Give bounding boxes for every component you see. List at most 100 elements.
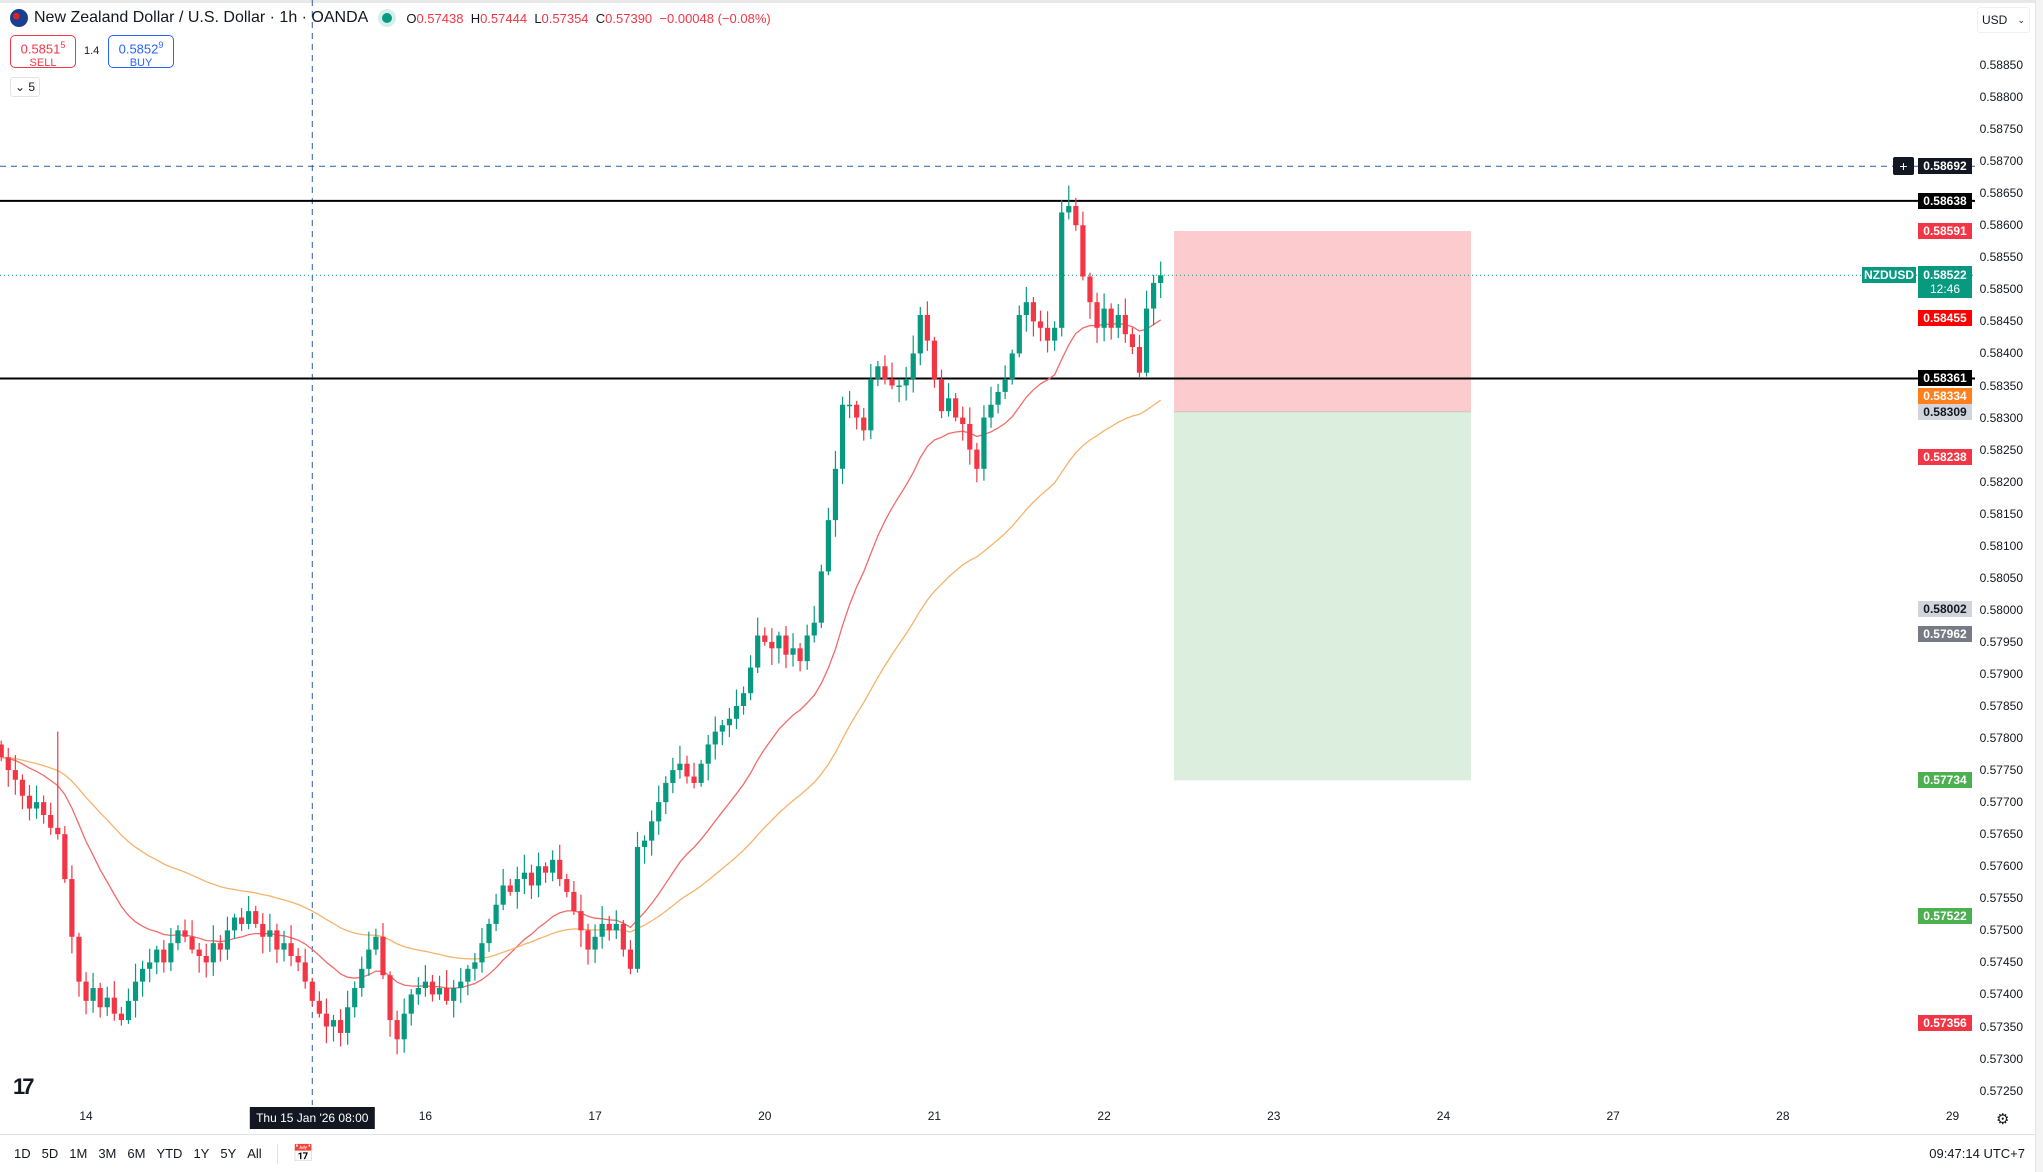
candle: [415, 977, 421, 1005]
candle: [140, 960, 146, 997]
clock-timezone[interactable]: 09:47:14 UTC+7: [1929, 1146, 2025, 1161]
candle: [493, 893, 499, 931]
candle-body: [1143, 308, 1150, 373]
candle-body: [48, 814, 54, 828]
candle-body: [69, 879, 75, 937]
candle: [571, 880, 577, 915]
candle-body: [719, 725, 725, 732]
candle-body: [564, 879, 570, 892]
time-tick-label: 17: [588, 1109, 602, 1123]
price-tick-label: 0.57450: [1979, 955, 2023, 970]
candle: [316, 991, 322, 1018]
sell-button[interactable]: 0.58515 SELL: [10, 35, 76, 70]
range-ytd-button[interactable]: YTD: [156, 1146, 183, 1161]
candle-body: [550, 859, 556, 873]
right-panel-scrollbar[interactable]: [2035, 0, 2043, 1172]
buy-price-pipette: 9: [158, 40, 164, 50]
candle: [429, 974, 436, 1002]
candle: [542, 862, 549, 883]
candle: [649, 810, 655, 856]
candle: [500, 868, 506, 911]
range-3m-button[interactable]: 3M: [98, 1146, 117, 1161]
position-stop-zone: [1174, 231, 1471, 412]
range-all-button[interactable]: All: [247, 1146, 262, 1161]
candle-body: [132, 981, 139, 1001]
go-to-date-calendar-icon[interactable]: 📅: [292, 1143, 314, 1163]
price-tag: 0.58692: [1918, 158, 1972, 175]
candle-body: [945, 398, 952, 412]
price-tick-label: 0.58550: [1979, 250, 2023, 265]
candle-body: [1136, 347, 1143, 373]
candle: [528, 864, 535, 899]
currency-select[interactable]: USD ⌄: [1977, 7, 2030, 33]
settings-gear-icon[interactable]: ⚙: [1996, 1111, 2010, 1128]
candle: [168, 928, 174, 972]
candle: [111, 981, 117, 1021]
candle-body: [571, 891, 577, 912]
candle-body: [238, 917, 245, 924]
candle-body: [1016, 314, 1022, 354]
range-1m-button[interactable]: 1M: [69, 1146, 88, 1161]
candle-body: [514, 879, 520, 892]
candle: [620, 920, 626, 957]
price-tick-label: 0.57900: [1979, 666, 2023, 681]
price-tag: 0.57522: [1918, 908, 1972, 925]
price-tick-label: 0.58000: [1979, 602, 2023, 617]
range-5y-button[interactable]: 5Y: [220, 1146, 237, 1161]
candle-body: [535, 866, 542, 886]
candle: [967, 407, 973, 465]
candle: [818, 564, 824, 629]
chevron-down-icon: ⌄: [14, 80, 26, 94]
tradingview-logo[interactable]: 17: [13, 1074, 35, 1099]
price-tick-label: 0.57700: [1979, 795, 2023, 810]
range-6m-button[interactable]: 6M: [127, 1146, 146, 1161]
candle-body: [401, 1013, 407, 1040]
candle: [231, 913, 238, 940]
indicators-toggle-button[interactable]: ⌄ 5: [10, 77, 40, 97]
candle-body: [288, 943, 294, 956]
symbol-header[interactable]: New Zealand Dollar / U.S. Dollar · 1h · …: [10, 9, 771, 27]
candle: [1002, 365, 1008, 399]
candle-body: [627, 949, 634, 969]
candle: [323, 998, 330, 1044]
range-1y-button[interactable]: 1Y: [193, 1146, 210, 1161]
add-alert-plus-icon[interactable]: +: [1893, 157, 1914, 176]
price-chart[interactable]: [0, 0, 1975, 1105]
candle-body: [486, 923, 492, 944]
price-tick-label: 0.58050: [1979, 570, 2023, 585]
candle: [451, 979, 457, 1018]
buy-button[interactable]: 0.58529 BUY: [108, 35, 174, 69]
candle: [882, 355, 888, 385]
candle-body: [323, 1013, 330, 1027]
candle: [281, 930, 287, 962]
candle-body: [380, 936, 386, 976]
candle: [889, 362, 895, 390]
candle: [97, 982, 103, 1018]
candle-body: [1080, 225, 1086, 277]
candle-body: [1066, 206, 1072, 213]
candle: [408, 989, 414, 1026]
candle-body: [111, 997, 117, 1014]
range-1d-button[interactable]: 1D: [14, 1146, 31, 1161]
candle: [599, 905, 605, 949]
price-axis[interactable]: 0.58850 0.58800 0.58750 0.58700 0.58650 0.586…: [1975, 0, 2035, 1105]
candle-body: [988, 404, 994, 418]
symbol-title[interactable]: New Zealand Dollar / U.S. Dollar · 1h · …: [34, 9, 369, 26]
candle: [380, 923, 386, 980]
range-5d-button[interactable]: 5D: [41, 1146, 59, 1161]
chevron-down-icon: ⌄: [2017, 15, 2025, 25]
candle-body: [585, 930, 591, 950]
candle-body: [1052, 327, 1058, 341]
candle: [938, 369, 945, 419]
candle-body: [97, 988, 103, 1008]
price-tag: 0.58361: [1918, 370, 1972, 387]
candle-body: [1087, 276, 1093, 303]
candle: [847, 391, 853, 419]
sell-label: SELL: [29, 57, 57, 70]
candle: [465, 964, 471, 996]
candle-body: [1129, 334, 1135, 348]
candle: [246, 895, 252, 930]
candle-body: [783, 635, 789, 655]
candle: [535, 852, 542, 898]
candle: [161, 940, 167, 973]
